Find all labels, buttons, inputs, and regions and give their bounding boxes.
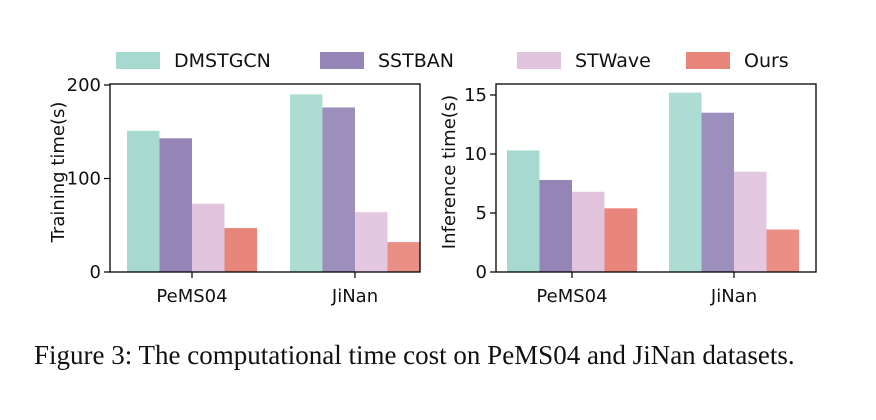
- figure-caption: Figure 3: The computational time cost on…: [34, 340, 795, 370]
- y-axis-label: Inference time(s): [439, 95, 460, 249]
- x-tick-label-jinan: JiNan: [331, 286, 378, 307]
- bar-dmstgcn-jinan: [669, 92, 702, 272]
- y-axis-label: Training time(s): [48, 102, 69, 244]
- y-tick-label: 100: [67, 169, 101, 190]
- legend-swatch-dmstgcn: [116, 52, 160, 69]
- bar-ours-jinan: [766, 229, 799, 272]
- bar-stwave-jinan: [355, 212, 388, 272]
- bar-ours-pems04: [224, 228, 257, 272]
- x-tick-label-pems04: PeMS04: [536, 286, 607, 307]
- legend-swatch-stwave: [517, 52, 561, 69]
- training-time-chart: 0 100 200 PeMS04 JiNan Training time(s): [48, 75, 421, 307]
- bar-sstban-pems04: [539, 179, 572, 272]
- bar-ours-pems04: [604, 208, 637, 272]
- bar-sstban-pems04: [159, 138, 192, 272]
- y-tick-label: 200: [67, 75, 101, 96]
- bar-dmstgcn-jinan: [290, 94, 323, 272]
- y-tick-label: 10: [464, 144, 487, 165]
- y-tick-label: 0: [90, 262, 101, 283]
- x-tick-label-pems04: PeMS04: [156, 286, 227, 307]
- bar-sstban-jinan: [701, 112, 734, 272]
- y-tick-label: 15: [464, 85, 487, 106]
- bar-sstban-jinan: [322, 107, 355, 272]
- bar-stwave-pems04: [192, 203, 225, 272]
- inference-time-chart: 0 5 10 15 PeMS04 JiNan Inference time(s): [439, 83, 817, 307]
- bar-stwave-pems04: [572, 191, 605, 272]
- legend: DMSTGCN SSTBAN STWave Ours: [116, 50, 789, 72]
- y-tick-label: 0: [476, 262, 487, 283]
- bar-ours-jinan: [387, 242, 420, 272]
- legend-label-dmstgcn: DMSTGCN: [174, 50, 271, 72]
- legend-swatch-sstban: [320, 52, 364, 69]
- x-tick-label-jinan: JiNan: [710, 286, 757, 307]
- legend-swatch-ours: [686, 52, 730, 69]
- legend-label-stwave: STWave: [575, 50, 651, 72]
- legend-label-ours: Ours: [744, 50, 789, 72]
- axes-frame: [495, 83, 817, 273]
- legend-label-sstban: SSTBAN: [378, 50, 454, 72]
- y-tick-label: 5: [476, 203, 487, 224]
- bar-dmstgcn-pems04: [507, 150, 540, 272]
- bar-stwave-jinan: [734, 171, 767, 272]
- bar-dmstgcn-pems04: [127, 130, 160, 272]
